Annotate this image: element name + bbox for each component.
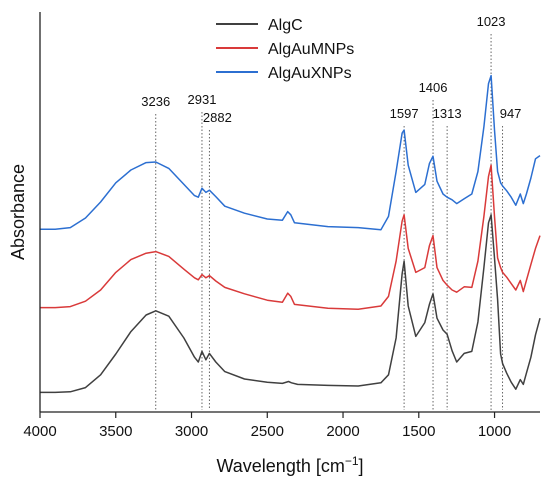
legend-label-algc: AlgC [268,17,303,34]
x-tick-label-1500: 1500 [402,423,435,440]
x-axis-title: Wavelength [cm−1] [216,454,363,476]
x-tick-label-1000: 1000 [478,423,511,440]
peak-label-2931: 2931 [188,92,217,107]
peak-label-1023: 1023 [477,14,506,29]
peak-label-1313: 1313 [433,106,462,121]
peak-label-947: 947 [500,106,522,121]
y-axis-title: Absorbance [8,164,28,260]
x-axis-ticks: 4000 3500 3000 2500 2000 1500 1000 [23,412,511,440]
x-tick-label-2000: 2000 [326,423,359,440]
series-line-algaumnps [40,164,541,310]
peak-label-3236: 3236 [141,94,170,109]
peak-label-2882: 2882 [203,110,232,125]
peak-label-1597: 1597 [390,106,419,121]
series-lines [40,74,541,394]
peak-marker-lines [155,34,504,410]
x-tick-label-2500: 2500 [251,423,284,440]
legend: AlgC AlgAuMNPs AlgAuXNPs [216,17,354,82]
legend-label-algauxnps: AlgAuXNPs [268,65,352,82]
x-tick-label-3000: 3000 [175,423,208,440]
x-tick-label-4000: 4000 [23,423,56,440]
series-line-algauxnps [40,74,541,231]
peak-label-1406: 1406 [419,80,448,95]
legend-label-algaumnps: AlgAuMNPs [268,41,354,58]
x-tick-label-3500: 3500 [99,423,132,440]
series-line-algc [40,214,541,394]
